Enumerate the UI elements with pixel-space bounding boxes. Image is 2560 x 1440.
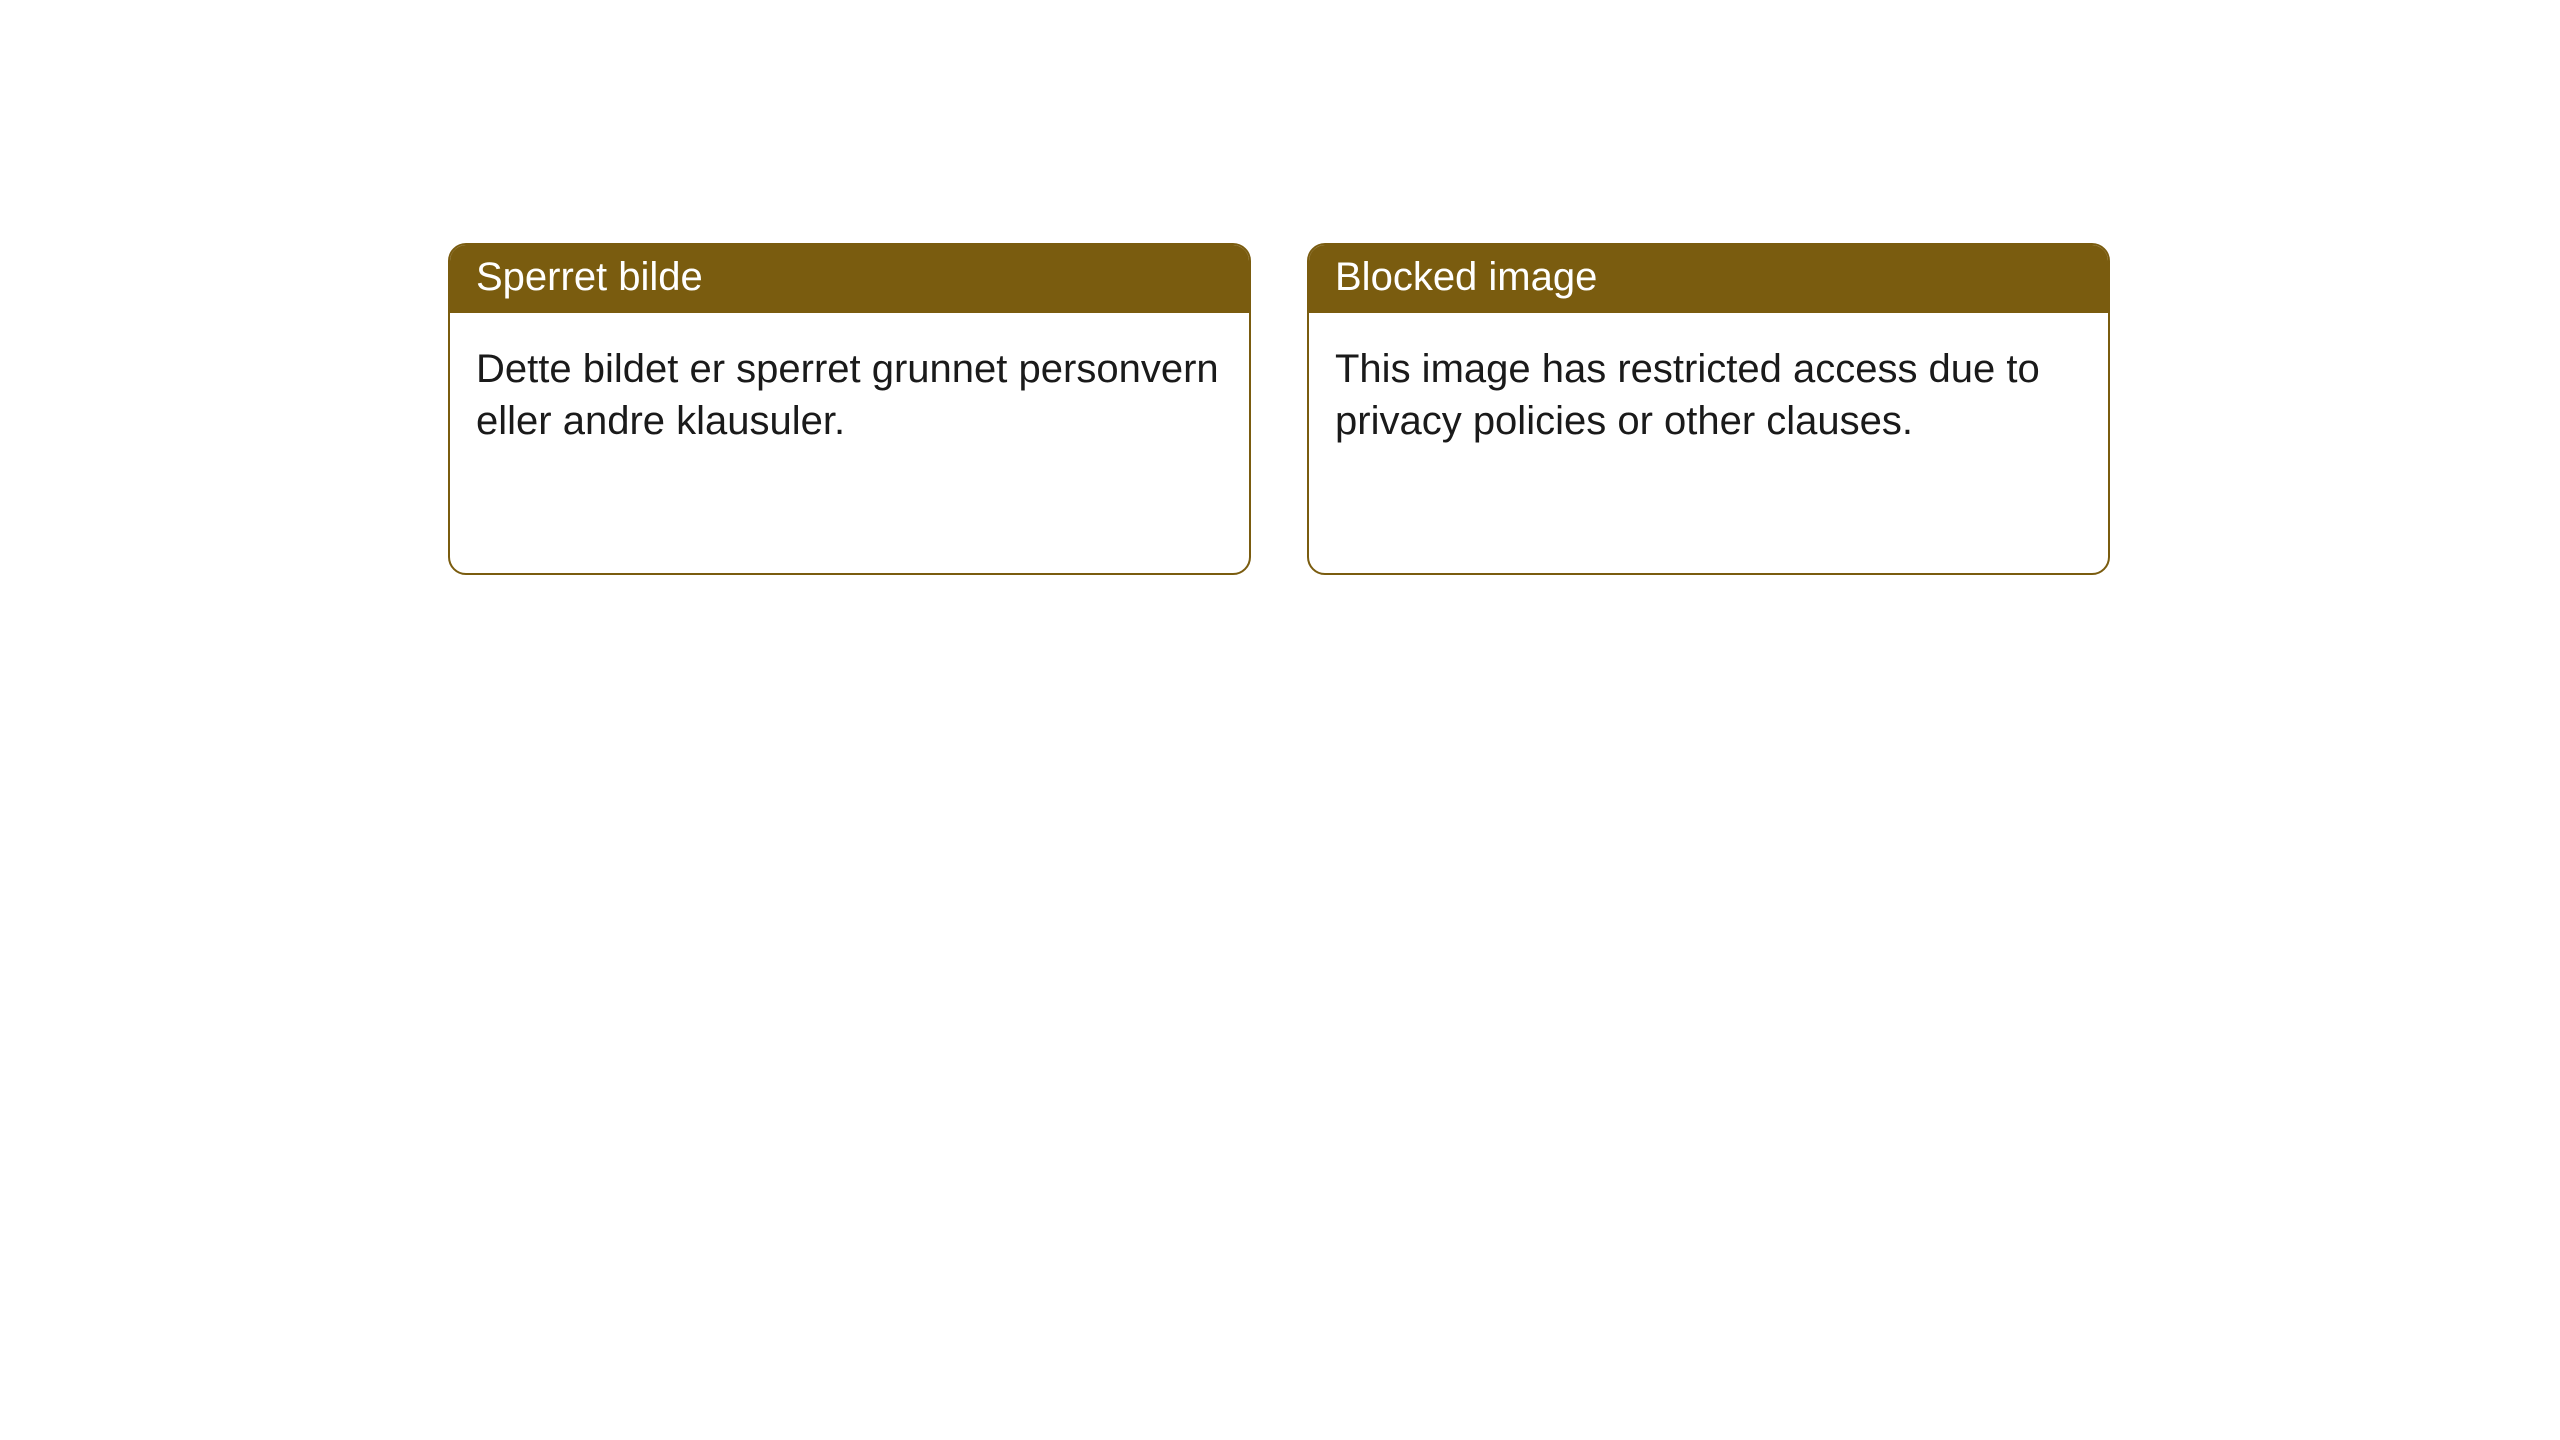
notice-title: Blocked image bbox=[1309, 245, 2108, 313]
notice-body: This image has restricted access due to … bbox=[1309, 313, 2108, 477]
notice-title: Sperret bilde bbox=[450, 245, 1249, 313]
notice-box-norwegian: Sperret bilde Dette bildet er sperret gr… bbox=[448, 243, 1251, 575]
notice-container: Sperret bilde Dette bildet er sperret gr… bbox=[448, 243, 2110, 575]
notice-body: Dette bildet er sperret grunnet personve… bbox=[450, 313, 1249, 477]
notice-box-english: Blocked image This image has restricted … bbox=[1307, 243, 2110, 575]
